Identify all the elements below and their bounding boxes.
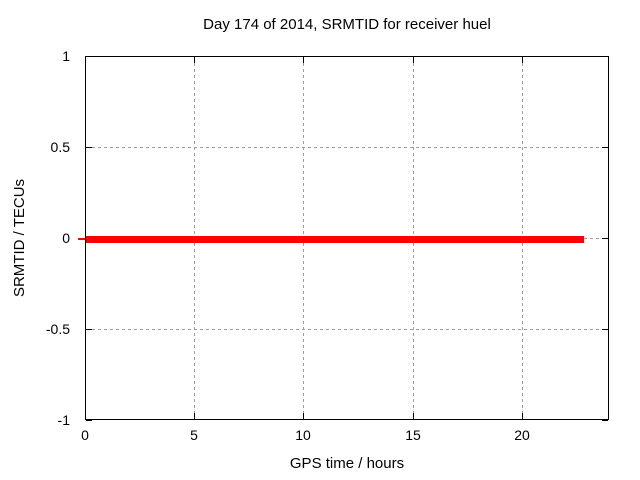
- x-tick-mark: [85, 413, 86, 419]
- y-tick-label: -1: [57, 412, 70, 428]
- gridline-y-0.5: [86, 147, 608, 148]
- x-tick-mark: [194, 413, 195, 419]
- y-tick-mark: [602, 56, 608, 57]
- x-tick-label: 20: [514, 427, 530, 443]
- y-tick-label: 0: [62, 230, 70, 246]
- x-tick-mark: [522, 413, 523, 419]
- data-series-line: [86, 236, 584, 243]
- plot-area: [78, 56, 609, 421]
- x-tick-label: 0: [81, 427, 89, 443]
- x-tick-mark: [303, 413, 304, 419]
- x-tick-mark: [194, 57, 195, 63]
- y-tick-mark: [86, 420, 92, 421]
- y-tick-mark: [602, 329, 608, 330]
- y-tick-label: 0.5: [50, 139, 70, 155]
- x-tick-label: 15: [405, 427, 421, 443]
- x-tick-mark: [303, 57, 304, 63]
- x-axis-label: GPS time / hours: [289, 455, 405, 472]
- x-tick-mark: [522, 57, 523, 63]
- x-tick-mark: [413, 57, 414, 63]
- y-tick-mark: [86, 147, 92, 148]
- y-tick-mark: [86, 329, 92, 330]
- gridline-y--0.5: [86, 329, 608, 330]
- y-tick-mark: [602, 147, 608, 148]
- x-tick-label: 5: [190, 427, 198, 443]
- y-tick-mark: [86, 56, 92, 57]
- y-tick-mark: [602, 420, 608, 421]
- x-tick-mark: [85, 57, 86, 63]
- x-tick-label: 10: [295, 427, 311, 443]
- series-left-stub: [78, 238, 85, 240]
- y-tick-mark: [602, 238, 608, 239]
- y-tick-label: 1: [62, 48, 70, 64]
- y-tick-label: -0.5: [45, 321, 70, 337]
- x-tick-mark: [413, 413, 414, 419]
- chart-title: Day 174 of 2014, SRMTID for receiver hue…: [203, 16, 491, 33]
